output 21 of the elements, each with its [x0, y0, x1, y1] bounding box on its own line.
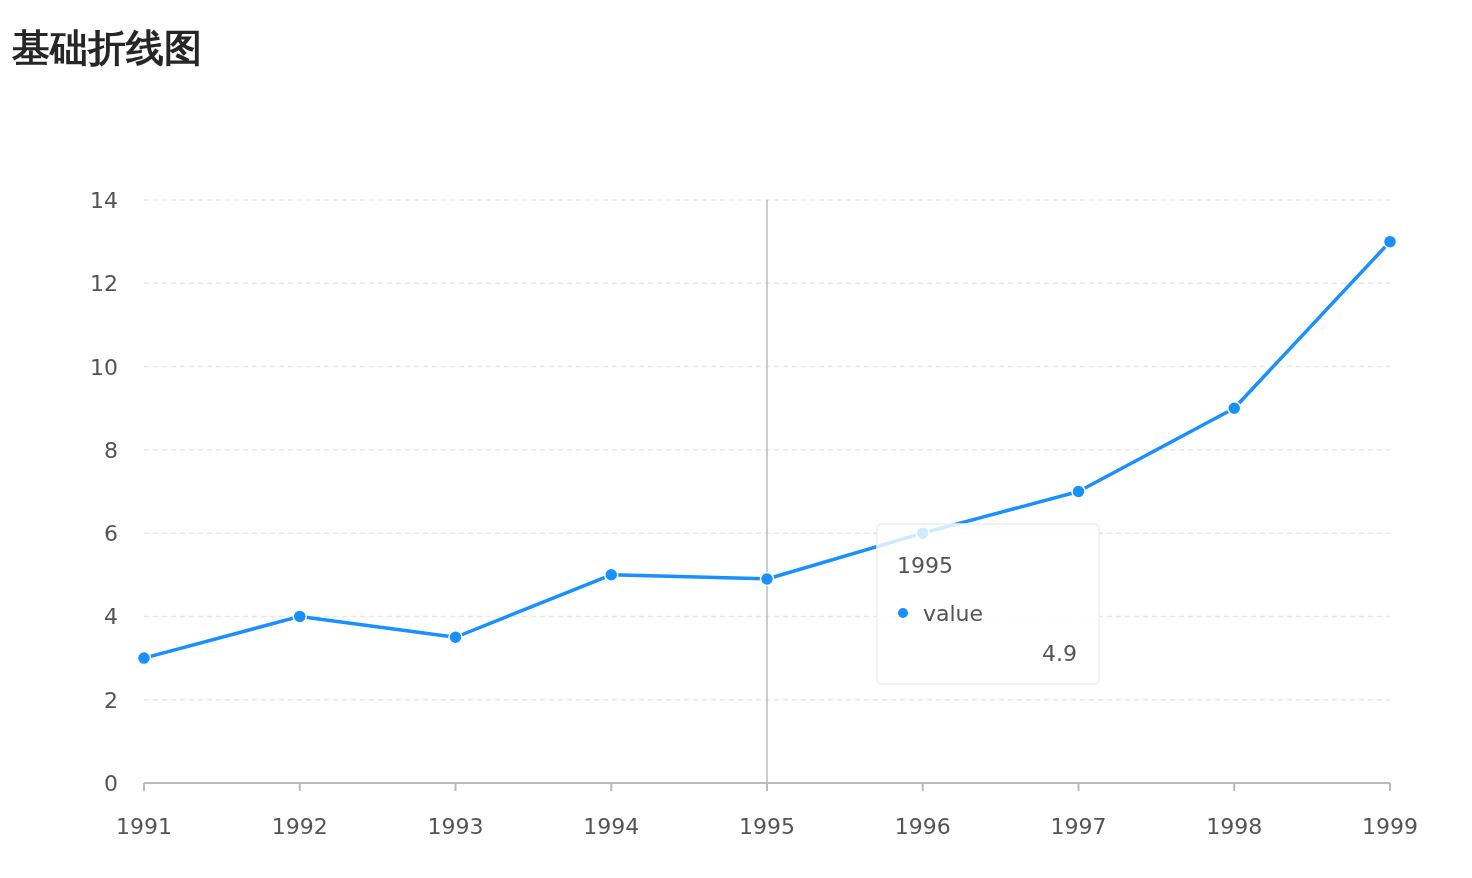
- x-tick-label: 1991: [116, 814, 172, 839]
- x-tick-label: 1995: [739, 814, 795, 839]
- x-tick-label: 1999: [1362, 814, 1418, 839]
- y-tick-label: 10: [90, 354, 118, 380]
- annotation: 4.9: [1042, 641, 1077, 666]
- y-tick-label: 2: [104, 687, 118, 713]
- y-tick-label: 12: [90, 271, 118, 297]
- y-tick-label: 14: [90, 188, 118, 213]
- x-tick-label: 1998: [1206, 814, 1263, 839]
- chart-title: 基础折线图: [11, 26, 202, 70]
- x-tick-label: 1994: [583, 814, 640, 839]
- x-tick-label: 1992: [271, 814, 328, 839]
- annotation: 1995: [897, 553, 953, 578]
- y-tick-label: 6: [104, 521, 118, 547]
- y-tick-label: 4: [104, 604, 118, 630]
- y-tick-label: 8: [104, 437, 118, 463]
- x-tick-label: 1996: [894, 814, 951, 839]
- x-tick-label: 1993: [427, 814, 484, 839]
- x-tick-label: 1997: [1050, 814, 1107, 839]
- legend-label: value: [923, 601, 984, 626]
- y-tick-label: 0: [104, 771, 118, 796]
